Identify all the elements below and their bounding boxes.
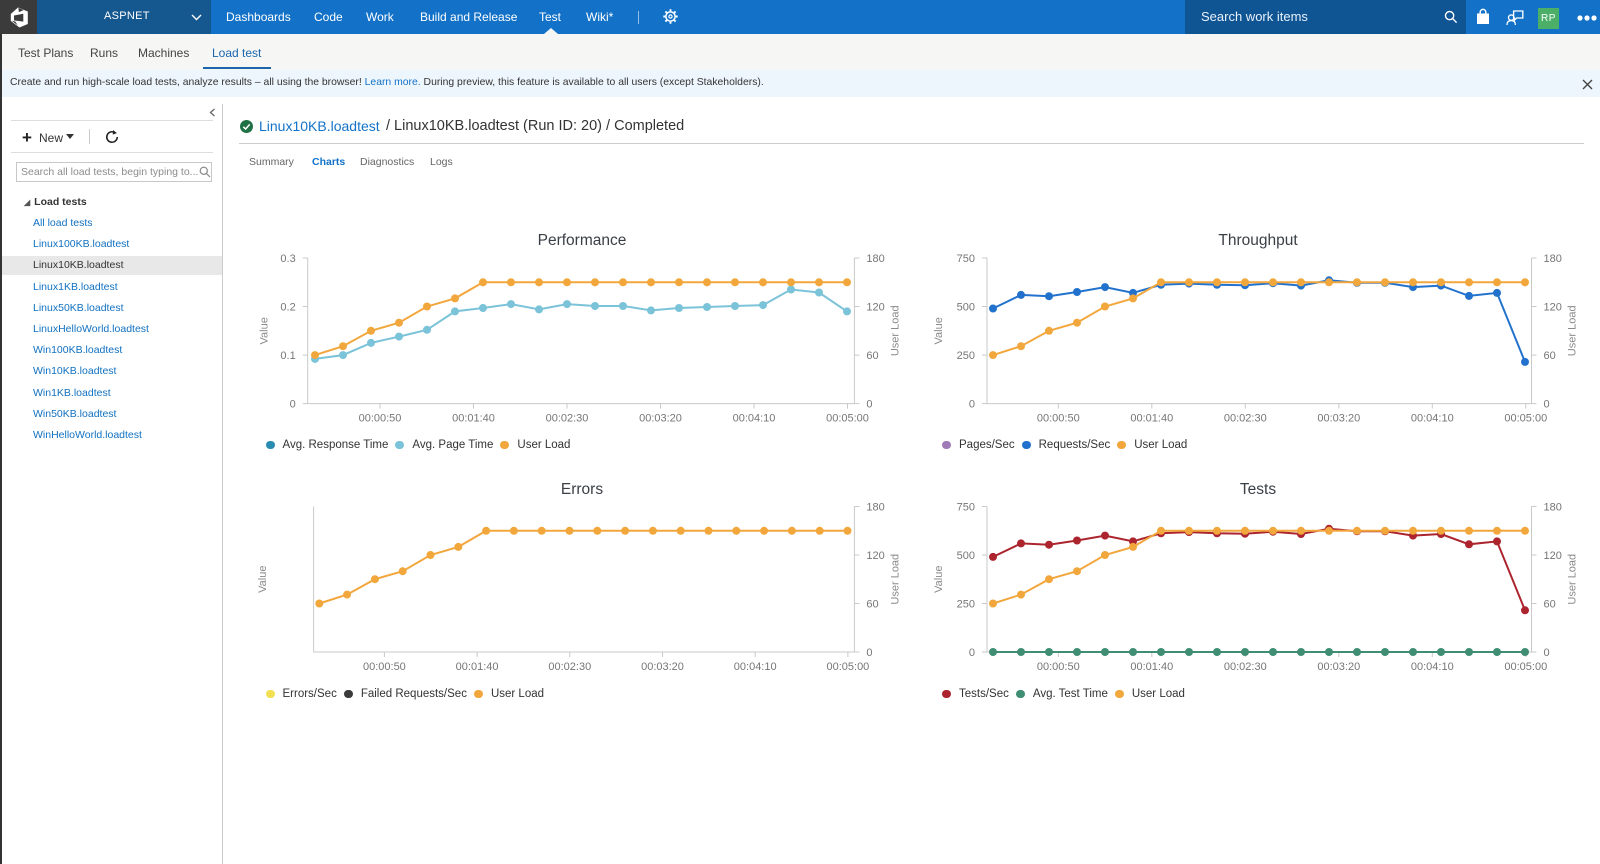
svg-text:0.3: 0.3 [280, 253, 295, 265]
svg-text:180: 180 [1544, 253, 1562, 265]
svg-text:0: 0 [866, 647, 872, 659]
svg-text:60: 60 [866, 599, 878, 611]
svg-text:User Load: User Load [889, 554, 901, 605]
svg-text:180: 180 [866, 253, 884, 265]
svg-text:750: 750 [957, 253, 975, 265]
svg-text:00:02:30: 00:02:30 [546, 413, 589, 425]
svg-text:Value: Value [933, 566, 945, 593]
svg-text:Value: Value [933, 317, 945, 344]
svg-text:0: 0 [969, 647, 975, 659]
svg-text:0: 0 [1544, 399, 1550, 411]
svg-text:500: 500 [957, 550, 975, 562]
svg-text:180: 180 [1544, 502, 1562, 514]
svg-text:User Load: User Load [1567, 305, 1579, 356]
svg-text:00:00:50: 00:00:50 [359, 413, 402, 425]
svg-text:60: 60 [1544, 599, 1556, 611]
svg-text:120: 120 [866, 550, 884, 562]
svg-text:Errors: Errors [561, 481, 603, 498]
svg-text:500: 500 [957, 302, 975, 314]
svg-text:00:03:20: 00:03:20 [1317, 413, 1360, 425]
svg-text:120: 120 [866, 302, 884, 314]
svg-text:00:03:20: 00:03:20 [639, 413, 682, 425]
svg-text:0: 0 [866, 399, 872, 411]
svg-text:00:00:50: 00:00:50 [1037, 661, 1080, 673]
svg-text:00:05:00: 00:05:00 [826, 661, 869, 673]
svg-text:00:04:10: 00:04:10 [733, 413, 776, 425]
svg-text:00:05:00: 00:05:00 [1504, 413, 1547, 425]
svg-text:00:03:20: 00:03:20 [1317, 661, 1360, 673]
svg-text:0.2: 0.2 [280, 302, 295, 314]
svg-text:00:02:30: 00:02:30 [1224, 661, 1267, 673]
svg-text:Throughput: Throughput [1218, 232, 1298, 249]
svg-text:60: 60 [1544, 350, 1556, 362]
svg-text:0: 0 [969, 399, 975, 411]
svg-text:Value: Value [259, 317, 271, 344]
svg-text:0: 0 [1544, 647, 1550, 659]
svg-text:00:01:40: 00:01:40 [1130, 661, 1173, 673]
svg-text:00:04:10: 00:04:10 [1411, 661, 1454, 673]
svg-text:120: 120 [1544, 302, 1562, 314]
svg-text:60: 60 [866, 350, 878, 362]
svg-text:120: 120 [1544, 550, 1562, 562]
svg-text:00:05:00: 00:05:00 [826, 413, 869, 425]
svg-text:0: 0 [290, 399, 296, 411]
svg-text:250: 250 [957, 350, 975, 362]
svg-text:00:01:40: 00:01:40 [452, 413, 495, 425]
svg-text:180: 180 [866, 502, 884, 514]
svg-text:Value: Value [257, 566, 269, 593]
svg-text:User Load: User Load [1567, 554, 1579, 605]
svg-text:00:01:40: 00:01:40 [456, 661, 499, 673]
svg-text:250: 250 [957, 599, 975, 611]
svg-text:User Load: User Load [889, 305, 901, 356]
svg-text:Performance: Performance [538, 232, 627, 249]
svg-text:00:00:50: 00:00:50 [1037, 413, 1080, 425]
svg-text:00:05:00: 00:05:00 [1504, 661, 1547, 673]
svg-text:Tests: Tests [1240, 481, 1276, 498]
svg-text:00:00:50: 00:00:50 [363, 661, 406, 673]
svg-text:750: 750 [957, 502, 975, 514]
svg-text:00:04:10: 00:04:10 [734, 661, 777, 673]
svg-text:0.1: 0.1 [280, 350, 295, 362]
svg-text:00:01:40: 00:01:40 [1130, 413, 1173, 425]
svg-text:00:02:30: 00:02:30 [1224, 413, 1267, 425]
svg-text:00:02:30: 00:02:30 [548, 661, 591, 673]
svg-text:00:03:20: 00:03:20 [641, 661, 684, 673]
svg-text:00:04:10: 00:04:10 [1411, 413, 1454, 425]
